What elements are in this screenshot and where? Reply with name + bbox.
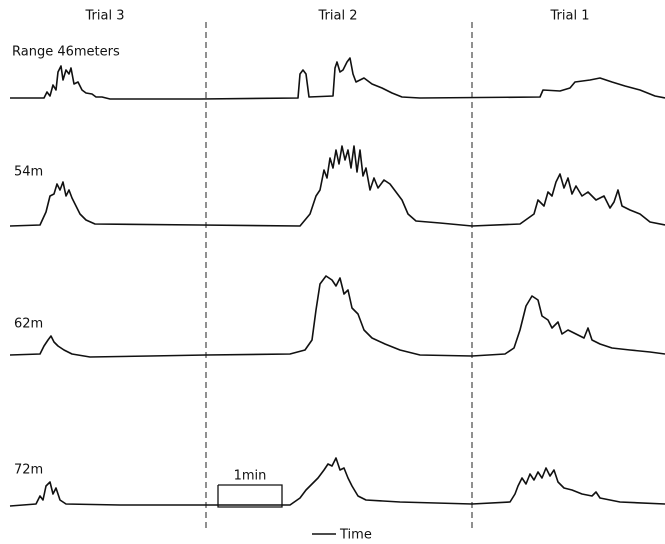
trace	[9, 457, 665, 507]
trace	[10, 57, 665, 100]
row-label: 72m	[14, 463, 43, 478]
column-label: Trial 2	[318, 9, 358, 24]
time-label: Time	[339, 528, 372, 543]
trace	[9, 275, 665, 358]
row-label: Range 46meters	[12, 45, 120, 60]
row-label: 54m	[14, 165, 43, 180]
trace	[9, 145, 665, 227]
scale-bar	[217, 484, 283, 508]
column-label: Trial 1	[550, 9, 590, 24]
scale-label: 1min	[234, 469, 267, 484]
column-label: Trial 3	[85, 9, 125, 24]
row-label: 62m	[14, 317, 43, 332]
